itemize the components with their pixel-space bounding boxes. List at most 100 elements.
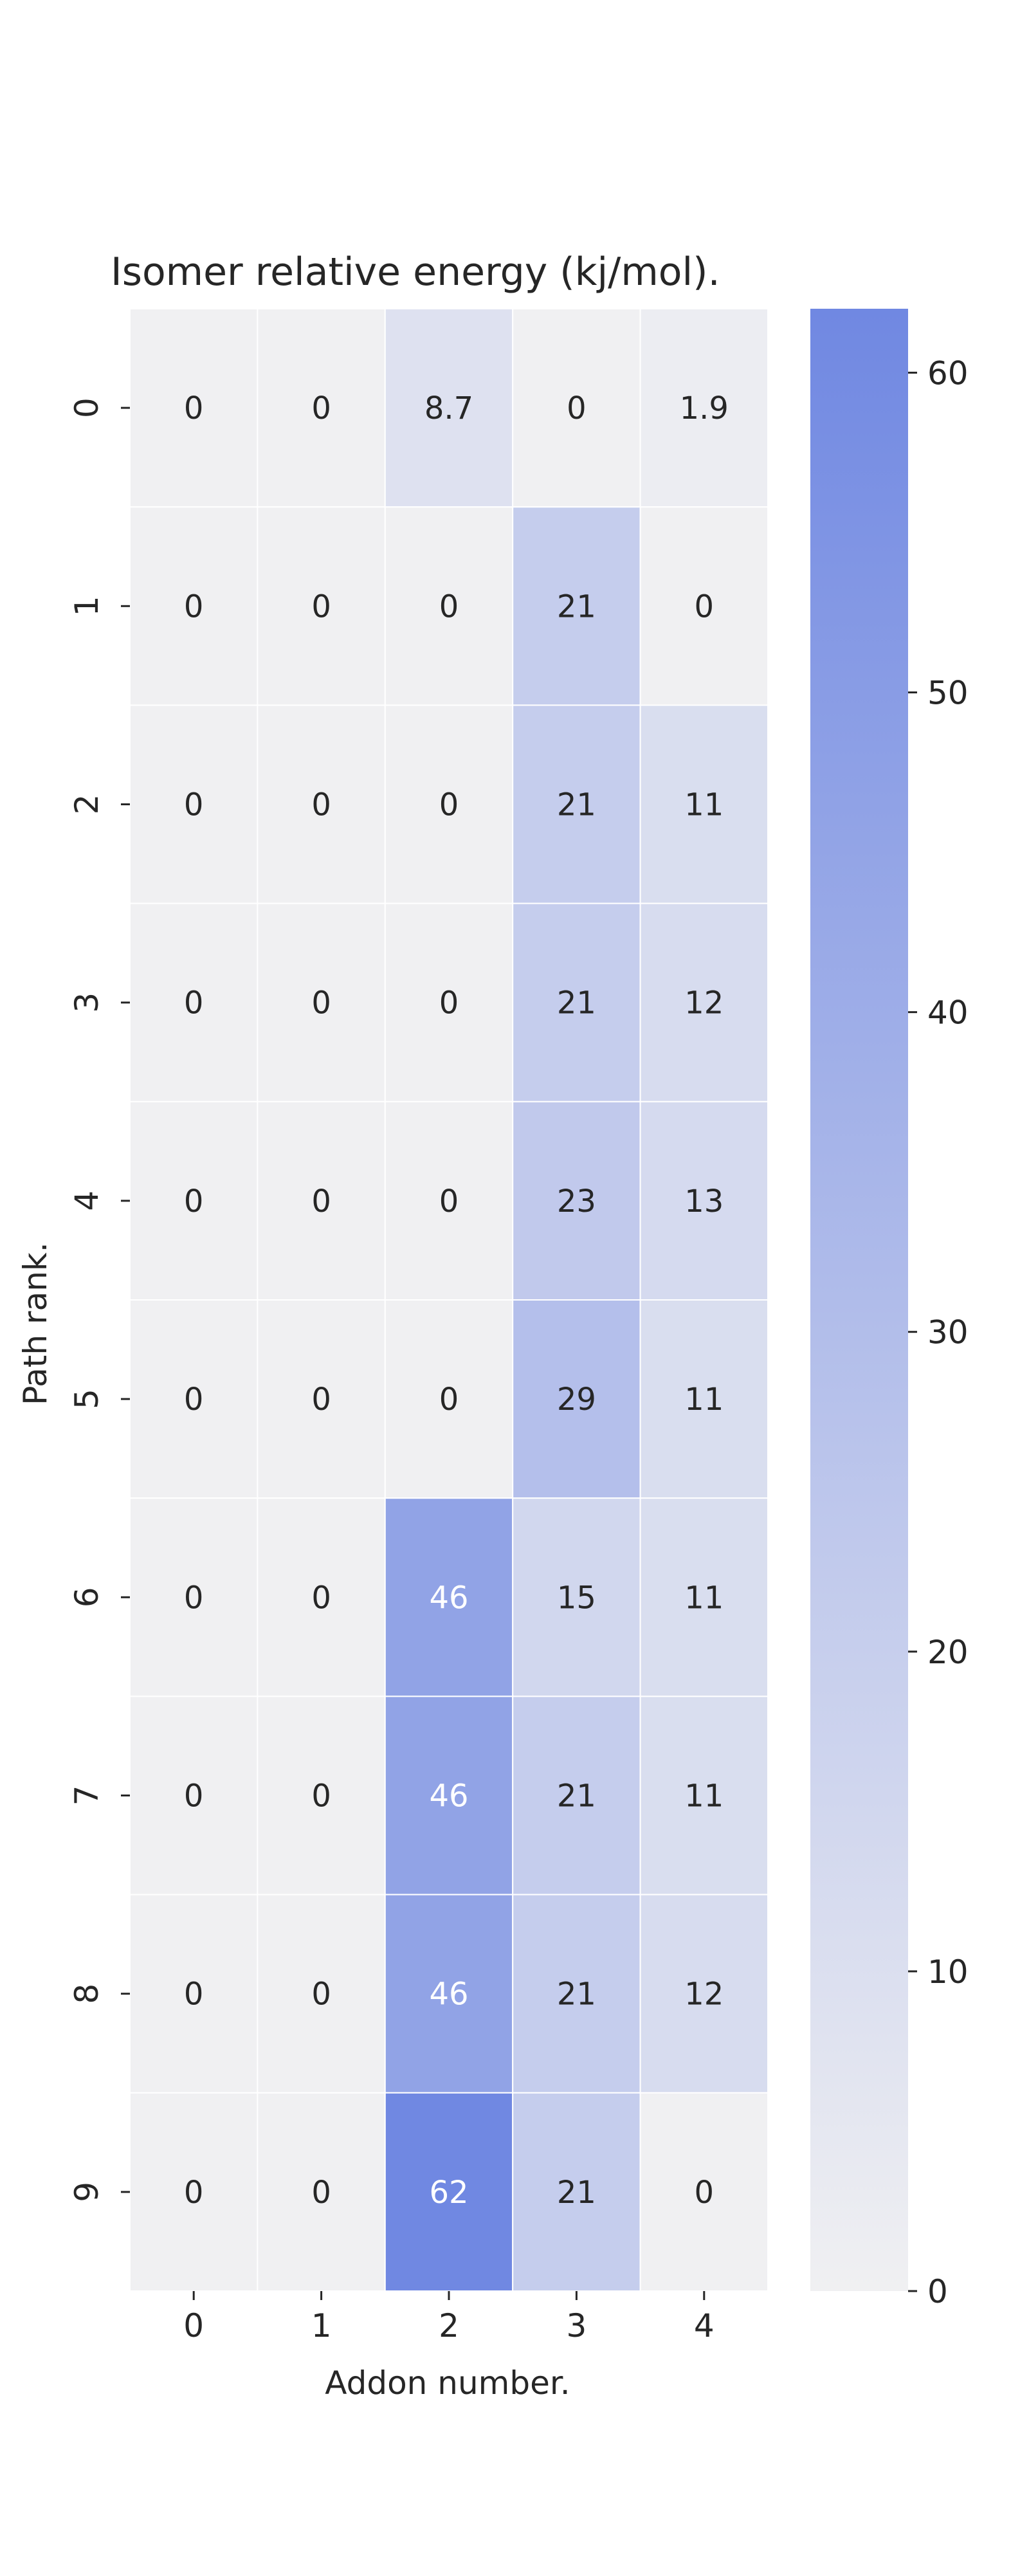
cell-label-r3-c4: 12 [684, 985, 724, 1021]
cell-label-r4-c3: 23 [557, 1183, 596, 1219]
cell-label-r4-c1: 0 [311, 1183, 331, 1219]
cell-label-r1-c0: 0 [184, 589, 204, 625]
heatmap-cell-r9-c1 [257, 2092, 386, 2292]
heatmap-cell-r7-c1 [257, 1695, 386, 1895]
cell-label-r8-c2: 46 [429, 1977, 468, 2013]
cell-label-r9-c1: 0 [311, 2175, 331, 2211]
y-axis: 0 1 2 3 4 5 6 7 8 9 [68, 397, 130, 2202]
heatmap-cell-r9-c4 [639, 2092, 769, 2292]
cell-label-r6-c2: 46 [429, 1580, 468, 1616]
x-tick-label-4: 4 [694, 2307, 715, 2344]
x-tick-label-3: 3 [566, 2307, 587, 2344]
colorbar-tick-label-4: 40 [927, 994, 969, 1032]
cell-label-r8-c3: 21 [557, 1977, 596, 2013]
cell-label-r7-c1: 0 [311, 1778, 331, 1814]
colorbar-tick-label-0: 0 [927, 2273, 948, 2310]
cell-label-r7-c4: 11 [684, 1778, 724, 1814]
cell-label-r6-c0: 0 [184, 1580, 204, 1616]
heatmap-cell-r8-c2 [384, 1894, 514, 2094]
heatmap-cell-r4-c2 [384, 1101, 514, 1301]
cell-label-r8-c1: 0 [311, 1977, 331, 2013]
x-axis: 0 1 2 3 4 [183, 2291, 715, 2344]
heatmap-cell-r1-c2 [384, 506, 514, 706]
cell-label-r5-c4: 11 [684, 1382, 724, 1418]
x-tick-label-1: 1 [311, 2307, 332, 2344]
cell-label-r4-c2: 0 [439, 1183, 459, 1219]
cell-label-r5-c0: 0 [184, 1382, 204, 1418]
colorbar-ticks: 0 10 20 30 40 50 60 [908, 354, 969, 2310]
y-tick-label-7: 7 [68, 1786, 105, 1806]
heatmap-cell-r4-c4 [639, 1101, 769, 1301]
heatmap-cell-r2-c4 [639, 704, 769, 904]
cell-label-r9-c3: 21 [557, 2175, 596, 2211]
heatmap-cell-r3-c1 [257, 902, 386, 1102]
heatmap-cell-r0-c0 [129, 308, 259, 508]
y-tick-label-9: 9 [68, 2182, 105, 2202]
heatmap-cell-r7-c2 [384, 1695, 514, 1895]
heatmap-cell-r5-c1 [257, 1299, 386, 1499]
cell-label-r0-c1: 0 [311, 390, 331, 426]
cell-label-r6-c3: 15 [557, 1580, 596, 1616]
colorbar-tick-label-5: 50 [927, 675, 969, 712]
cell-labels: 0 0 8.7 0 1.9 0 0 0 21 0 0 0 0 21 11 0 0 0 21 12 0 0 0 23 13 0 0 0 2… [184, 390, 729, 2211]
heatmap-cell-r0-c4 [639, 308, 769, 508]
y-tick-label-1: 1 [68, 596, 105, 616]
cell-label-r1-c2: 0 [439, 589, 459, 625]
heatmap-cell-r5-c2 [384, 1299, 514, 1499]
heatmap-cell-r2-c2 [384, 704, 514, 904]
heatmap-cell-r8-c1 [257, 1894, 386, 2094]
colorbar-tick-label-6: 60 [927, 354, 969, 392]
colorbar-tick-label-3: 30 [927, 1314, 969, 1351]
heatmap-cell-r6-c4 [639, 1497, 769, 1697]
cell-label-r0-c4: 1.9 [680, 390, 729, 426]
heatmap-cells [129, 308, 769, 2292]
cell-label-r6-c4: 11 [684, 1580, 724, 1616]
y-tick-label-0: 0 [68, 397, 105, 418]
heatmap-cell-r6-c0 [129, 1497, 259, 1697]
y-tick-label-8: 8 [68, 1984, 105, 2004]
heatmap-cell-r5-c3 [512, 1299, 641, 1499]
heatmap-cell-r3-c3 [512, 902, 641, 1102]
y-tick-label-5: 5 [68, 1389, 105, 1409]
cell-label-r5-c1: 0 [311, 1382, 331, 1418]
heatmap-cell-r9-c3 [512, 2092, 641, 2292]
cell-label-r3-c2: 0 [439, 985, 459, 1021]
heatmap-cell-r8-c4 [639, 1894, 769, 2094]
heatmap-cell-r0-c3 [512, 308, 641, 508]
cell-label-r1-c3: 21 [557, 589, 596, 625]
cell-label-r4-c0: 0 [184, 1183, 204, 1219]
cell-label-r7-c2: 46 [429, 1778, 468, 1814]
cell-label-r3-c1: 0 [311, 985, 331, 1021]
cell-label-r3-c0: 0 [184, 985, 204, 1021]
heatmap-cell-r4-c0 [129, 1101, 259, 1301]
heatmap-cell-r7-c0 [129, 1695, 259, 1895]
colorbar [810, 309, 908, 2291]
heatmap-cell-r5-c4 [639, 1299, 769, 1499]
y-tick-label-2: 2 [68, 794, 105, 815]
cell-label-r0-c0: 0 [184, 390, 204, 426]
cell-label-r2-c4: 11 [684, 787, 724, 823]
heatmap-cell-r1-c0 [129, 506, 259, 706]
heatmap-cell-r0-c1 [257, 308, 386, 508]
colorbar-tick-label-2: 20 [927, 1634, 969, 1671]
cell-label-r2-c2: 0 [439, 787, 459, 823]
cell-label-r9-c4: 0 [695, 2175, 715, 2211]
cell-label-r1-c1: 0 [311, 589, 331, 625]
heatmap-cell-r3-c2 [384, 902, 514, 1102]
x-tick-label-2: 2 [439, 2307, 459, 2344]
y-axis-title: Path rank. [17, 1242, 54, 1405]
cell-label-r2-c3: 21 [557, 787, 596, 823]
cell-label-r8-c0: 0 [184, 1977, 204, 2013]
x-axis-title: Addon number. [325, 2364, 570, 2402]
cell-label-r1-c4: 0 [695, 589, 715, 625]
cell-label-r6-c1: 0 [311, 1580, 331, 1616]
cell-label-r8-c4: 12 [684, 1977, 724, 2013]
cell-label-r4-c4: 13 [684, 1183, 724, 1219]
heatmap-cell-r9-c2 [384, 2092, 514, 2292]
heatmap-cell-r9-c0 [129, 2092, 259, 2292]
heatmap-cell-r2-c3 [512, 704, 641, 904]
cell-label-r7-c3: 21 [557, 1778, 596, 1814]
cell-label-r3-c3: 21 [557, 985, 596, 1021]
